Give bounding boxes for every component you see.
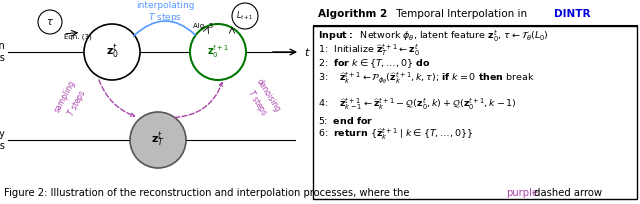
Text: $T$ steps: $T$ steps [148, 11, 182, 24]
Text: interpolating: interpolating [136, 0, 195, 10]
Text: dashed arrow: dashed arrow [531, 188, 602, 198]
Text: Algorithm 2: Algorithm 2 [318, 9, 387, 19]
Text: $\mathbf{z}_0^t$: $\mathbf{z}_0^t$ [106, 43, 118, 61]
Ellipse shape [84, 24, 140, 80]
Text: Figure 2: Illustration of the reconstruction and interpolation processes, where : Figure 2: Illustration of the reconstruc… [4, 188, 413, 198]
Ellipse shape [38, 10, 62, 34]
Text: 2:  $\mathbf{for}$ $k \in \{T, \ldots, 0\}$ $\mathbf{do}$: 2: $\mathbf{for}$ $k \in \{T, \ldots, 0\… [318, 58, 430, 70]
Ellipse shape [190, 24, 246, 80]
Text: Alg. 3: Alg. 3 [193, 23, 213, 29]
Text: 5:  $\mathbf{end\ for}$: 5: $\mathbf{end\ for}$ [318, 114, 373, 125]
Text: $\mathbf{z}_0^{t+1}$: $\mathbf{z}_0^{t+1}$ [207, 44, 229, 60]
Text: $\mathbf{z}_T^t$: $\mathbf{z}_T^t$ [151, 131, 165, 149]
FancyArrowPatch shape [134, 21, 195, 36]
Text: $L_{t+1}$: $L_{t+1}$ [236, 10, 254, 22]
Text: Temporal Interpolation in: Temporal Interpolation in [393, 9, 531, 19]
Text: Noisy
latents: Noisy latents [0, 129, 5, 151]
Text: Eqn. (3): Eqn. (3) [64, 34, 92, 40]
Text: $\tau$: $\tau$ [46, 17, 54, 27]
Text: denoising
$T$ steps: denoising $T$ steps [242, 78, 282, 122]
Text: purple: purple [506, 188, 538, 198]
Text: DINTR: DINTR [554, 9, 591, 19]
Text: 3:    $\widehat{\mathbf{z}}_k^{t+1} \leftarrow \mathcal{P}_{\phi_\theta}(\wideha: 3: $\widehat{\mathbf{z}}_k^{t+1} \leftar… [318, 70, 534, 85]
Text: Clean
latents: Clean latents [0, 41, 5, 63]
Text: 1:  Initialize $\widehat{\mathbf{z}}_T^{t+1} \leftarrow \mathbf{z}_0^t$: 1: Initialize $\widehat{\mathbf{z}}_T^{t… [318, 42, 420, 58]
FancyArrowPatch shape [99, 80, 134, 116]
Text: 6:  $\mathbf{return}$ $\{\widehat{\mathbf{z}}_k^{t+1} \mid k \in \{T, \ldots, 0\: 6: $\mathbf{return}$ $\{\widehat{\mathbf… [318, 126, 473, 142]
Text: $t$: $t$ [303, 46, 310, 58]
Ellipse shape [130, 112, 186, 168]
FancyArrowPatch shape [175, 83, 223, 118]
Ellipse shape [232, 3, 258, 29]
Text: 4:    $\widehat{\mathbf{z}}_{k-1}^{t+1} \leftarrow \widehat{\mathbf{z}}_k^{t+1} : 4: $\widehat{\mathbf{z}}_{k-1}^{t+1} \le… [318, 96, 517, 112]
FancyBboxPatch shape [313, 26, 637, 199]
Text: $\mathbf{Input:}$  Network $\phi_\theta$, latent feature $\mathbf{z}_0^t$, $\tau: $\mathbf{Input:}$ Network $\phi_\theta$,… [318, 28, 548, 44]
Text: sampling
$T$ steps: sampling $T$ steps [53, 79, 91, 121]
